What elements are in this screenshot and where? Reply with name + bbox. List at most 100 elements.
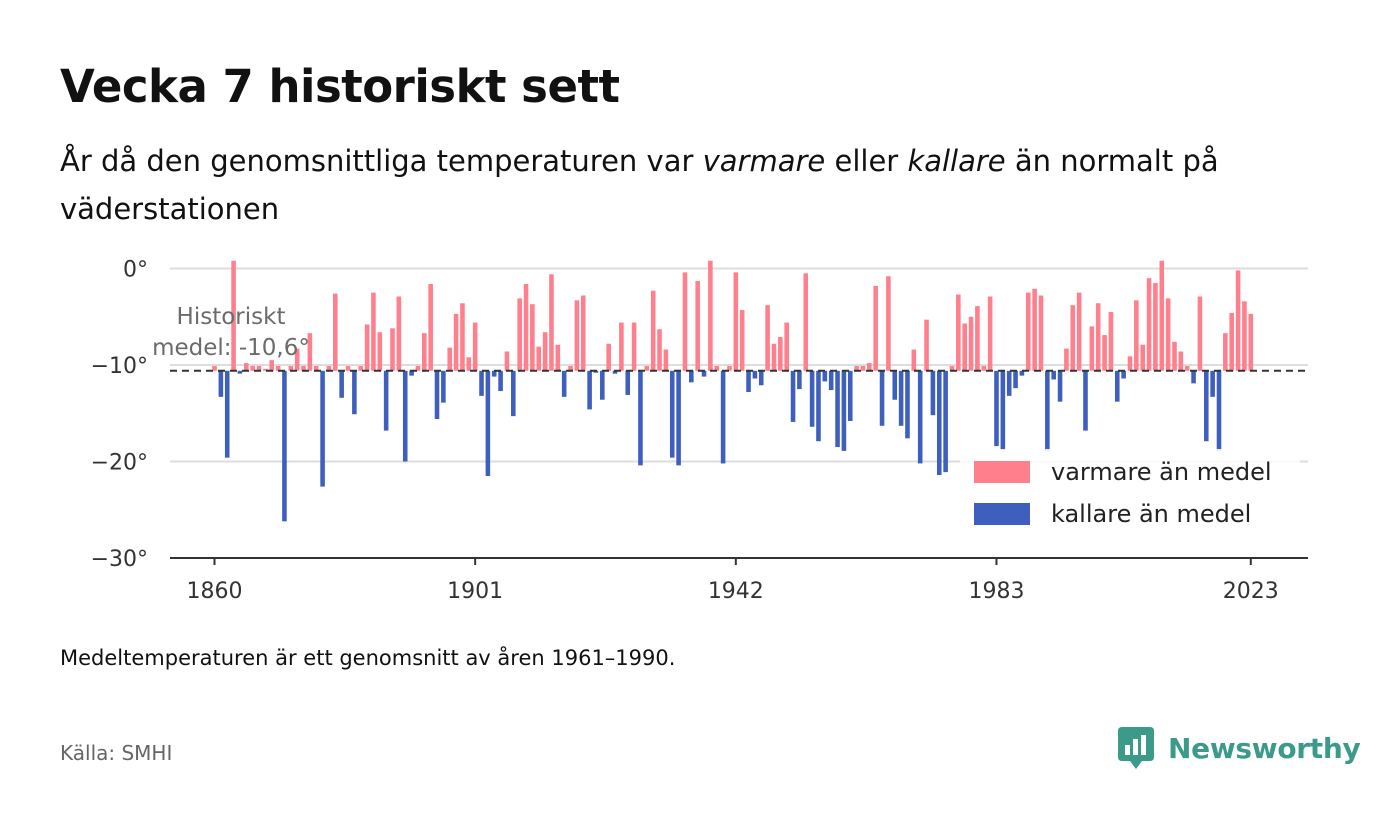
- bar-cold: [701, 370, 707, 377]
- bar-cold: [320, 370, 325, 487]
- bar-warm: [956, 294, 961, 371]
- bar-warm: [981, 365, 987, 371]
- y-tick-label: 0°: [123, 258, 148, 283]
- bar-cold: [587, 370, 592, 410]
- bar-warm: [288, 365, 294, 371]
- bar-cold: [1121, 370, 1126, 379]
- bar-warm: [803, 273, 809, 371]
- bar-warm: [860, 365, 866, 371]
- bar-cold: [1051, 370, 1056, 380]
- bar-warm: [1108, 311, 1114, 371]
- bar-cold: [612, 370, 618, 374]
- bar-cold: [561, 370, 567, 397]
- bar-warm: [733, 272, 739, 371]
- bar-cold: [936, 370, 942, 476]
- bar-warm: [1172, 341, 1177, 371]
- page-title: Vecka 7 historiskt sett: [60, 60, 620, 113]
- bar-warm: [962, 323, 967, 371]
- bar-warm: [326, 365, 332, 371]
- bar-cold: [1191, 370, 1196, 384]
- axes: 0° −10° −20° −30° 1860 1901 1942 1983 2023 Histor…: [91, 258, 1308, 604]
- bar-cold: [676, 370, 681, 466]
- bar-cold: [1006, 370, 1012, 396]
- bar-cold: [409, 370, 414, 376]
- bar-cold: [752, 370, 758, 379]
- bar-warm: [682, 272, 688, 371]
- newsworthy-logo[interactable]: Newsworthy: [1118, 727, 1361, 769]
- bar-cold: [352, 370, 357, 415]
- bar-warm: [1248, 313, 1254, 371]
- bar-warm: [1223, 333, 1228, 371]
- bar-cold: [1216, 370, 1222, 451]
- bar-cold: [600, 370, 605, 400]
- y-tick-label: −10°: [91, 354, 148, 379]
- bar-warm: [771, 343, 777, 371]
- bar-warm: [606, 343, 611, 371]
- bar-warm: [396, 296, 402, 371]
- bar-cold: [758, 370, 764, 386]
- bar-warm: [530, 304, 535, 371]
- bar-warm: [415, 365, 421, 371]
- bar-warm: [663, 349, 669, 371]
- bar-cold: [1203, 370, 1209, 442]
- legend-label: kallare än medel: [1051, 500, 1251, 528]
- bar-cold: [809, 370, 815, 427]
- bar-warm: [250, 365, 255, 371]
- bar-warm: [1140, 344, 1145, 371]
- y-tick-label: −30°: [91, 547, 148, 572]
- bar-cold: [485, 370, 491, 476]
- bar-warm: [390, 328, 395, 371]
- bar-warm: [504, 351, 510, 371]
- bar-cold: [1019, 370, 1025, 376]
- bar-warm: [549, 274, 554, 371]
- bar-warm: [460, 303, 465, 371]
- bar-warm: [364, 324, 370, 371]
- bar-warm: [619, 322, 624, 371]
- bar-cold: [224, 370, 230, 458]
- bar-cold: [339, 370, 344, 398]
- bar-warm: [472, 322, 478, 371]
- bar-warm: [1070, 305, 1076, 371]
- bar-cold: [797, 370, 802, 390]
- bar-cold: [790, 370, 796, 422]
- bar-warm: [949, 365, 955, 371]
- bar-cold: [1083, 370, 1088, 431]
- bar-cold: [282, 370, 287, 522]
- bar-warm: [778, 337, 783, 371]
- bar-warm: [650, 290, 656, 371]
- bar-cold: [479, 370, 484, 396]
- bar-warm: [975, 306, 980, 371]
- newsworthy-logo-icon: [1118, 727, 1154, 769]
- bar-warm: [358, 365, 364, 371]
- bar-cold: [689, 370, 694, 383]
- y-tick-label: −20°: [91, 451, 148, 476]
- bar-warm: [1134, 300, 1139, 371]
- bar-warm: [517, 298, 522, 371]
- bar-cold: [898, 370, 904, 426]
- bar-cold: [905, 370, 910, 439]
- bar-warm: [714, 365, 720, 371]
- bar-cold: [1013, 370, 1018, 389]
- x-tick-label: 1901: [447, 579, 503, 604]
- bar-cold: [491, 370, 497, 377]
- bars: [212, 260, 1254, 522]
- bar-warm: [854, 365, 859, 371]
- source-credit: Källa: SMHI: [60, 741, 173, 765]
- bar-warm: [873, 285, 878, 371]
- bar-warm: [275, 365, 281, 371]
- bar-cold: [498, 370, 503, 392]
- bar-warm: [886, 276, 891, 371]
- bar-cold: [669, 370, 675, 458]
- bar-warm: [377, 332, 383, 371]
- bar-cold: [434, 370, 440, 420]
- bar-warm: [1197, 296, 1203, 371]
- bar-cold: [822, 370, 828, 382]
- bar-warm: [695, 281, 700, 371]
- bar-cold: [638, 370, 643, 466]
- bar-warm: [1165, 298, 1171, 371]
- subtitle-cold: kallare: [907, 144, 1006, 178]
- bar-cold: [879, 370, 885, 426]
- bar-warm: [708, 260, 713, 371]
- bar-warm: [644, 365, 650, 371]
- bar-cold: [994, 370, 999, 447]
